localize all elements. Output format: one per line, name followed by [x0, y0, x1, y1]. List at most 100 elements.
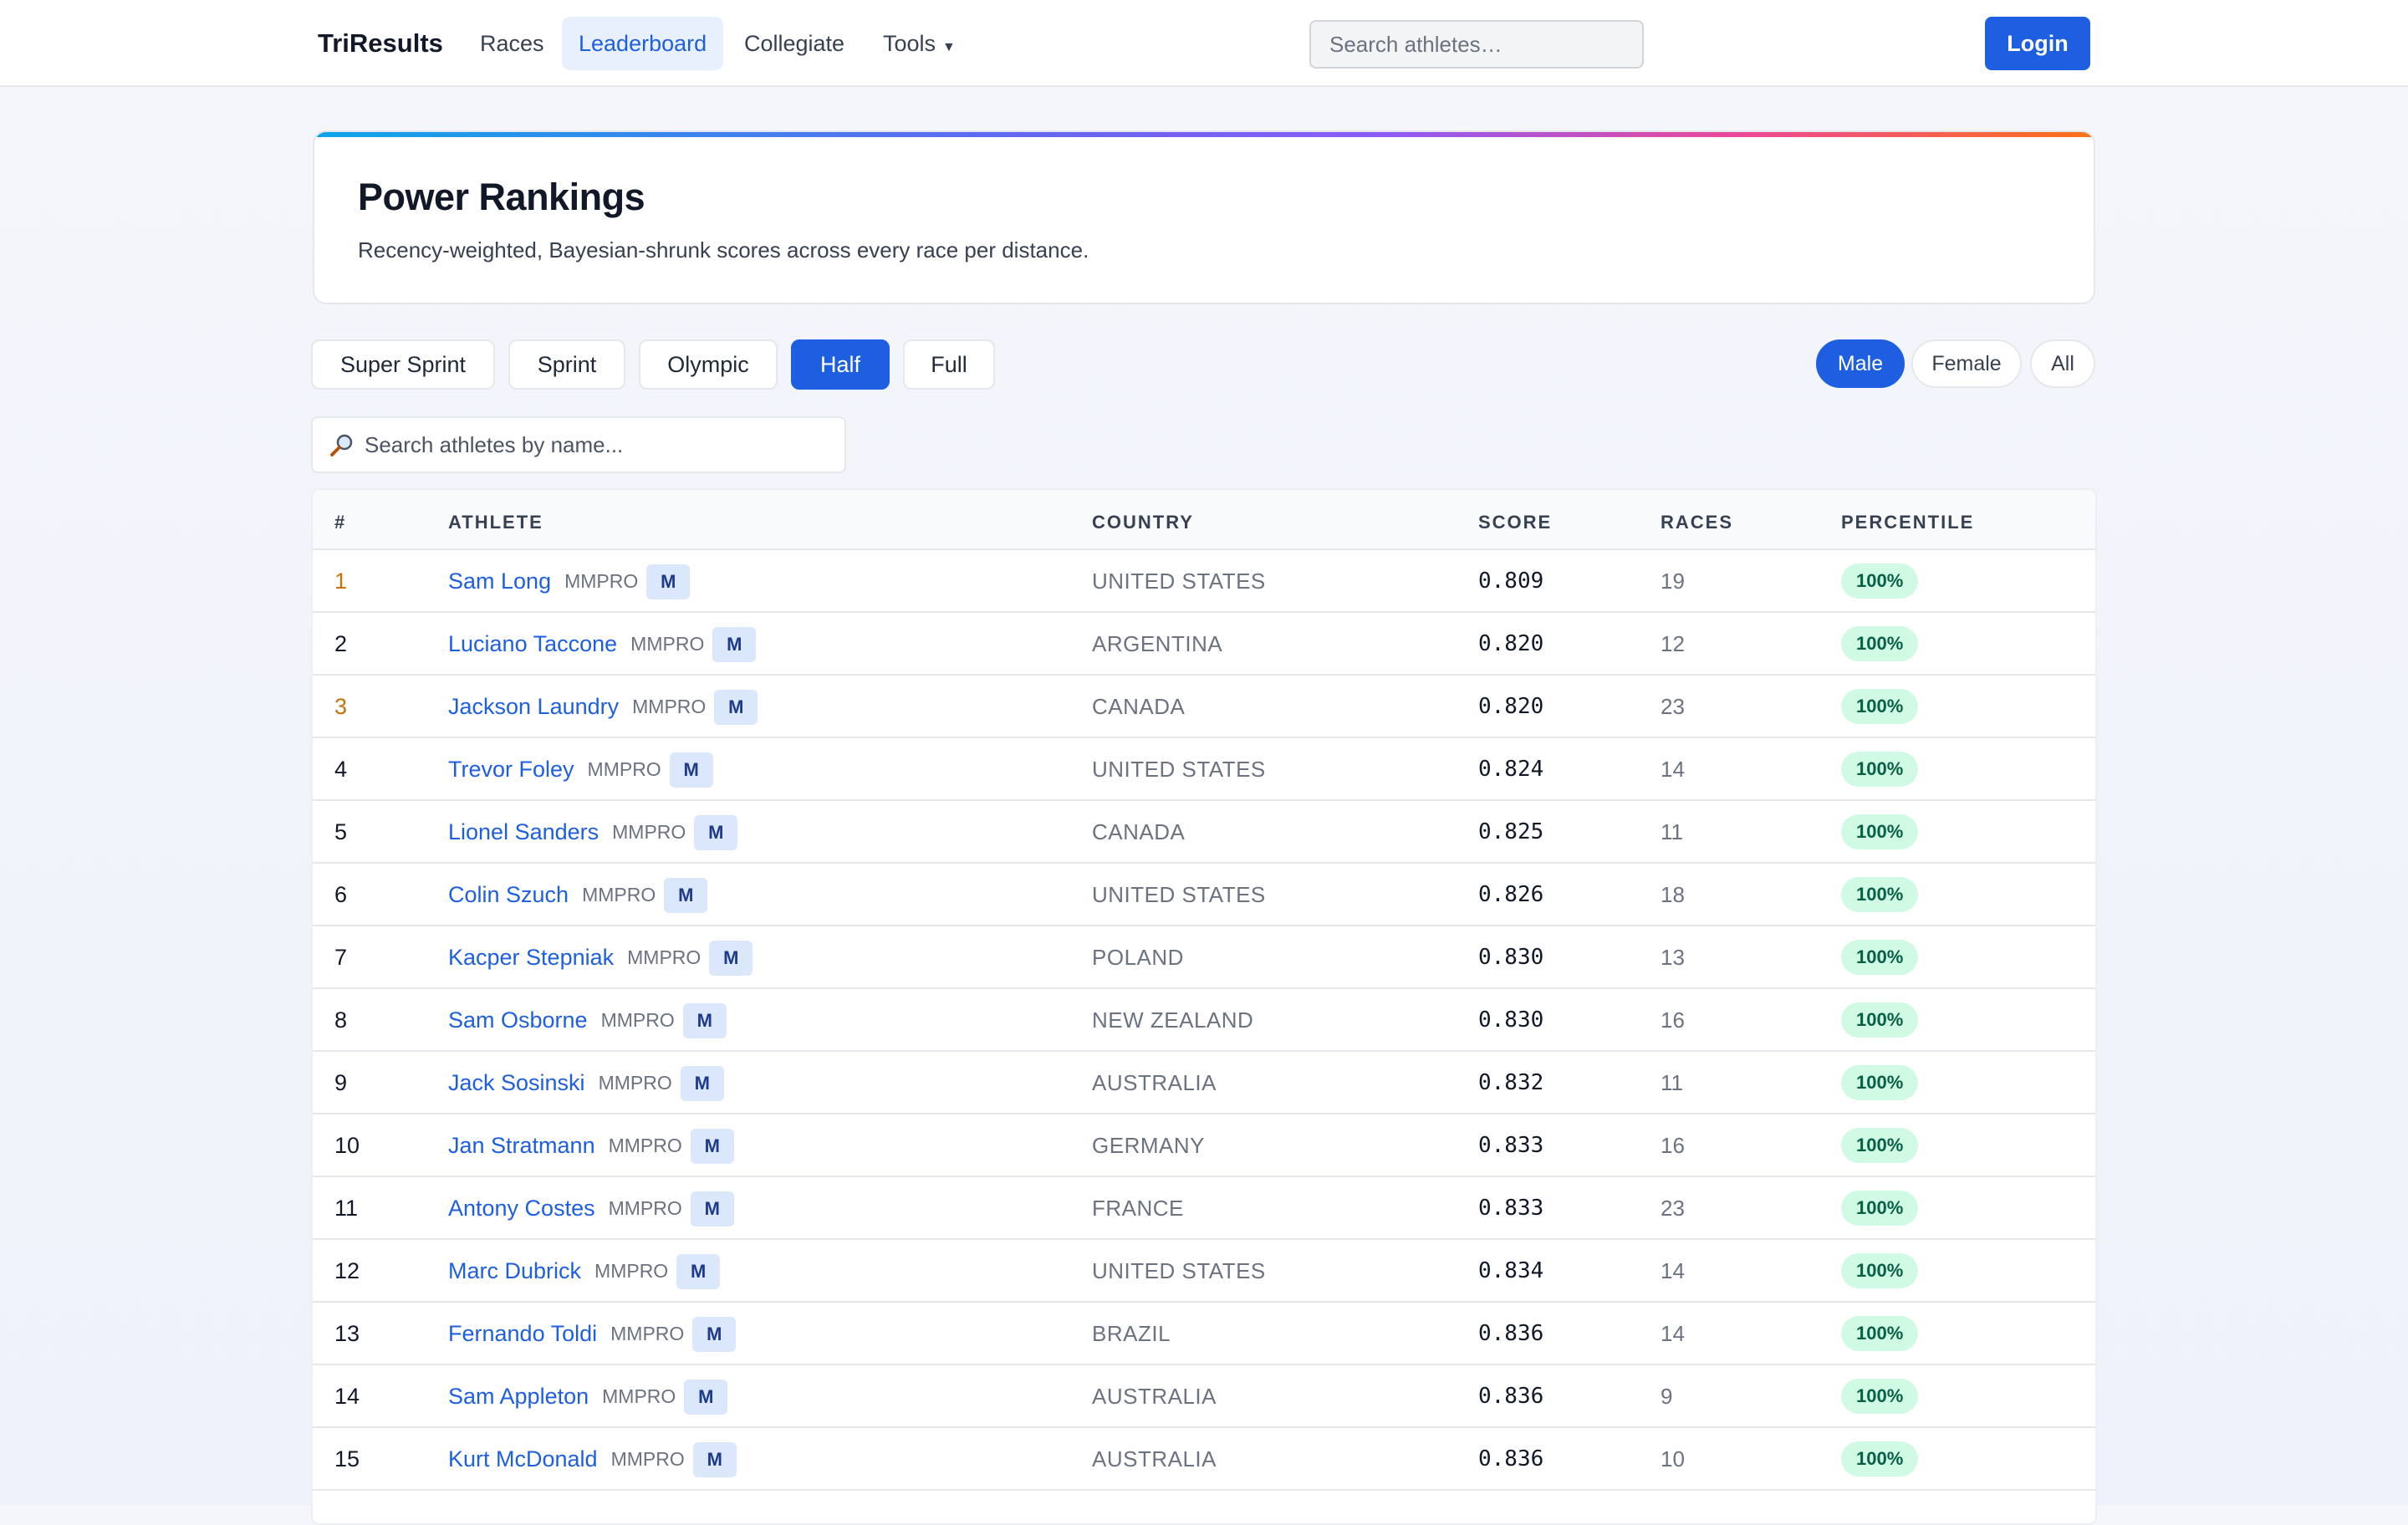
- country-cell: BRAZIL: [1092, 1321, 1171, 1346]
- header-score[interactable]: SCORE: [1478, 512, 1553, 533]
- score-cell: 0.830: [1478, 1007, 1544, 1033]
- nav-races[interactable]: Races: [480, 31, 544, 56]
- rank-cell: 2: [334, 631, 348, 656]
- percentile-badge: 100%: [1841, 689, 1919, 724]
- nav-collegiate[interactable]: Collegiate: [744, 31, 845, 56]
- athlete-cell: Jack Sosinski MMPRO M: [448, 1052, 724, 1114]
- races-cell: 14: [1661, 1321, 1685, 1346]
- tab-full[interactable]: Full: [903, 339, 995, 390]
- athlete-cell: Colin Szuch MMPRO M: [448, 864, 708, 926]
- gender-tag-badge: M: [709, 940, 753, 976]
- table-row[interactable]: 6 Colin Szuch MMPRO M UNITED STATES 0.826 18 10…: [313, 864, 2095, 926]
- table-row[interactable]: 5 Lionel Sanders MMPRO M CANADA 0.825 11 100%: [313, 801, 2095, 864]
- athlete-name-link[interactable]: Colin Szuch: [448, 882, 569, 907]
- table-row[interactable]: 2 Luciano Taccone MMPRO M ARGENTINA 0.820 12 10…: [313, 613, 2095, 676]
- division-label: MMPRO: [610, 1323, 685, 1344]
- country-cell: NEW ZEALAND: [1092, 1007, 1254, 1033]
- gender-tag-badge: M: [690, 1191, 734, 1227]
- table-row[interactable]: 15 Kurt McDonald MMPRO M AUSTRALIA 0.836 10 100…: [313, 1428, 2095, 1491]
- table-row[interactable]: 4 Trevor Foley MMPRO M UNITED STATES 0.824 14 1…: [313, 738, 2095, 801]
- magnifier-icon: [330, 434, 353, 456]
- header-rank[interactable]: #: [334, 512, 347, 533]
- races-cell: 11: [1661, 1070, 1683, 1095]
- percentile-badge: 100%: [1841, 1316, 1919, 1351]
- country-cell: UNITED STATES: [1092, 569, 1266, 594]
- header-percentile[interactable]: PERCENTILE: [1841, 512, 1975, 533]
- country-cell: UNITED STATES: [1092, 757, 1266, 782]
- athlete-name-link[interactable]: Luciano Taccone: [448, 631, 618, 656]
- gender-tag-badge: M: [664, 877, 708, 913]
- races-cell: 11: [1661, 819, 1683, 844]
- athlete-search-input[interactable]: [1309, 20, 1644, 69]
- gender-tag-badge: M: [669, 752, 713, 788]
- table-row[interactable]: 9 Jack Sosinski MMPRO M AUSTRALIA 0.832 11 100%: [313, 1052, 2095, 1114]
- percentile-badge: 100%: [1841, 1002, 1919, 1038]
- nav-leaderboard[interactable]: Leaderboard: [562, 17, 724, 70]
- rank-cell: 3: [334, 694, 348, 719]
- athlete-name-link[interactable]: Jack Sosinski: [448, 1070, 585, 1095]
- table-row[interactable]: 11 Antony Costes MMPRO M FRANCE 0.833 23 100%: [313, 1177, 2095, 1240]
- gender-male-pill[interactable]: Male: [1816, 339, 1905, 388]
- rank-cell: 14: [334, 1384, 360, 1409]
- country-cell: CANADA: [1092, 694, 1186, 719]
- gender-tag-badge: M: [646, 564, 691, 599]
- gender-all-pill[interactable]: All: [2030, 339, 2095, 388]
- table-row[interactable]: 14 Sam Appleton MMPRO M AUSTRALIA 0.836 9 100%: [313, 1365, 2095, 1428]
- tab-super-sprint[interactable]: Super Sprint: [311, 339, 495, 390]
- athlete-cell: Sam Osborne MMPRO M: [448, 989, 727, 1052]
- athlete-name-link[interactable]: Kurt McDonald: [448, 1446, 598, 1471]
- score-cell: 0.836: [1478, 1446, 1544, 1471]
- header-races[interactable]: RACES: [1661, 512, 1734, 533]
- country-cell: FRANCE: [1092, 1196, 1184, 1221]
- gender-female-pill[interactable]: Female: [1911, 339, 2022, 388]
- tab-sprint[interactable]: Sprint: [508, 339, 625, 390]
- athlete-name-link[interactable]: Lionel Sanders: [448, 819, 599, 844]
- rank-cell: 13: [334, 1321, 360, 1346]
- table-row[interactable]: 3 Jackson Laundry MMPRO M CANADA 0.820 23 100%: [313, 676, 2095, 738]
- division-label: MMPRO: [632, 696, 707, 717]
- table-row[interactable]: 8 Sam Osborne MMPRO M NEW ZEALAND 0.830 16 100%: [313, 989, 2095, 1052]
- athlete-cell: Jackson Laundry MMPRO M: [448, 676, 758, 738]
- table-row[interactable]: 7 Kacper Stepniak MMPRO M POLAND 0.830 13 100%: [313, 926, 2095, 989]
- races-cell: 12: [1661, 631, 1685, 656]
- athlete-name-link[interactable]: Fernando Toldi: [448, 1321, 598, 1346]
- rank-cell: 8: [334, 1007, 348, 1033]
- athlete-name-link[interactable]: Marc Dubrick: [448, 1258, 582, 1283]
- table-row[interactable]: 1 Sam Long MMPRO M UNITED STATES 0.809 19 100%: [313, 550, 2095, 613]
- athlete-name-link[interactable]: Jan Stratmann: [448, 1133, 595, 1158]
- division-label: MMPRO: [598, 1072, 672, 1094]
- rank-cell: 5: [334, 819, 348, 844]
- athlete-name-link[interactable]: Jackson Laundry: [448, 694, 620, 719]
- score-cell: 0.820: [1478, 694, 1544, 719]
- tab-olympic[interactable]: Olympic: [639, 339, 778, 390]
- races-cell: 14: [1661, 1258, 1685, 1283]
- top-nav-bar: TriResults Races Leaderboard Collegiate …: [0, 0, 2408, 87]
- name-search-box[interactable]: [311, 416, 846, 473]
- athlete-name-link[interactable]: Sam Osborne: [448, 1007, 588, 1033]
- races-cell: 16: [1661, 1007, 1685, 1033]
- table-row[interactable]: 13 Fernando Toldi MMPRO M BRAZIL 0.836 14 100%: [313, 1303, 2095, 1365]
- races-cell: 19: [1661, 569, 1685, 594]
- table-row[interactable]: 10 Jan Stratmann MMPRO M GERMANY 0.833 16 100%: [313, 1114, 2095, 1177]
- gender-tag-badge: M: [682, 1002, 727, 1038]
- nav-tools-label: Tools: [883, 31, 936, 56]
- tab-half[interactable]: Half: [791, 339, 890, 390]
- name-search-input[interactable]: [365, 425, 833, 465]
- brand-logo[interactable]: TriResults: [318, 28, 443, 58]
- percentile-badge: 100%: [1841, 752, 1919, 787]
- nav-tools[interactable]: Tools ▼: [866, 17, 972, 70]
- login-button[interactable]: Login: [1985, 17, 2090, 70]
- table-row[interactable]: 12 Marc Dubrick MMPRO M UNITED STATES 0.834 14…: [313, 1240, 2095, 1303]
- athlete-name-link[interactable]: Trevor Foley: [448, 757, 574, 782]
- percentile-cell: 100%: [1841, 926, 1919, 989]
- races-cell: 14: [1661, 757, 1685, 782]
- athlete-name-link[interactable]: Sam Long: [448, 569, 552, 594]
- athlete-name-link[interactable]: Sam Appleton: [448, 1384, 589, 1409]
- country-cell: POLAND: [1092, 945, 1184, 970]
- header-athlete[interactable]: ATHLETE: [448, 512, 543, 533]
- athlete-cell: Fernando Toldi MMPRO M: [448, 1303, 737, 1365]
- athlete-name-link[interactable]: Kacper Stepniak: [448, 945, 615, 970]
- athlete-name-link[interactable]: Antony Costes: [448, 1196, 595, 1221]
- header-country[interactable]: COUNTRY: [1092, 512, 1194, 533]
- gender-tag-badge: M: [712, 626, 757, 662]
